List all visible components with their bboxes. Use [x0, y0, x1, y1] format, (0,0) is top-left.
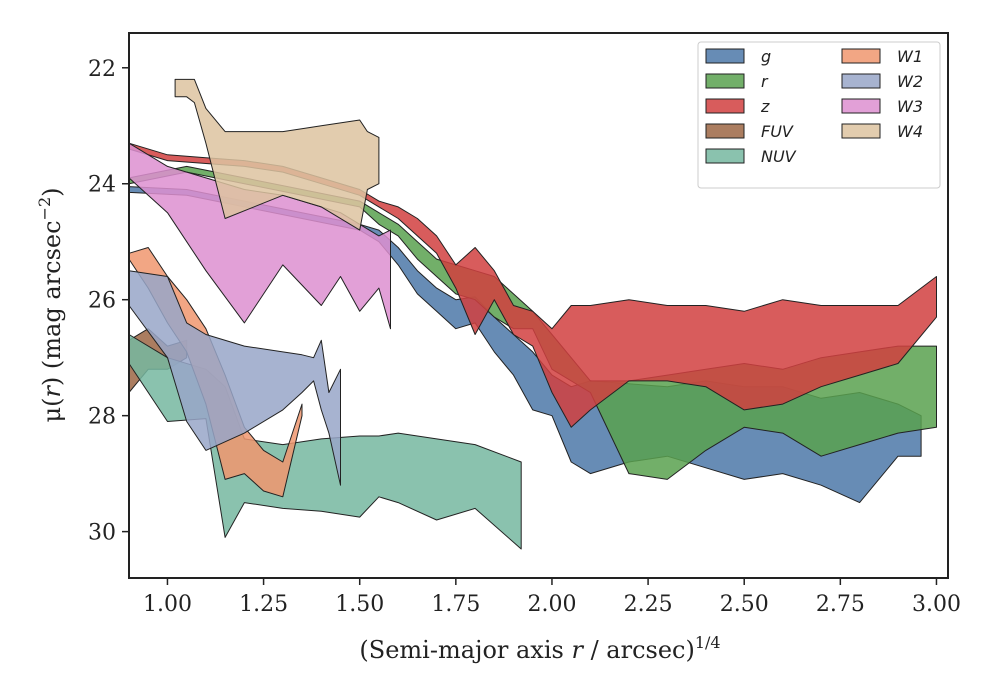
- legend-swatch-fuv: [705, 123, 745, 139]
- legend-label-r: r: [761, 72, 769, 91]
- legend-label-w3: W3: [897, 97, 923, 116]
- band-nuv: [128, 334, 522, 550]
- legend-label-fuv: FUV: [761, 122, 794, 141]
- legend-swatch-w2: [841, 73, 881, 89]
- x-tick-label: 1.50: [335, 592, 384, 617]
- x-tick-label: 2.25: [624, 592, 673, 617]
- band-z: [128, 142, 937, 428]
- x-tick-label: 1.00: [143, 592, 192, 617]
- legend-label-w2: W2: [897, 72, 923, 91]
- y-tick-label: 28: [88, 405, 116, 430]
- band-w2: [128, 270, 341, 486]
- x-axis-label: (Semi-major axis r / arcsec)1/4: [359, 633, 720, 664]
- legend-label-z: z: [760, 97, 770, 116]
- plot-frame: [128, 32, 949, 579]
- legend-swatch-g: [705, 48, 745, 64]
- x-tick-label: 2.50: [720, 592, 769, 617]
- y-tick-label: 30: [88, 521, 116, 546]
- x-tick-label: 1.25: [239, 592, 288, 617]
- x-tick-label: 3.00: [912, 592, 961, 617]
- band-w4: [174, 78, 380, 231]
- y-axis-label: μ(r) (mag arcsec−2): [35, 187, 66, 422]
- legend-swatch-w1: [841, 48, 881, 64]
- legend-swatch-w4: [841, 123, 881, 139]
- legend-swatch-r: [705, 73, 745, 89]
- legend-swatch-nuv: [705, 148, 745, 164]
- legend: grz FUV NUV W1 W2 W3 W4: [697, 41, 941, 189]
- y-tick-label: 22: [88, 57, 116, 82]
- legend-swatch-z: [705, 98, 745, 114]
- legend-label-w4: W4: [897, 122, 923, 141]
- legend-label-nuv: NUV: [761, 147, 797, 166]
- legend-swatch-w3: [841, 98, 881, 114]
- y-tick-label: 26: [88, 289, 116, 314]
- x-tick-label: 1.75: [431, 592, 480, 617]
- legend-label-g: g: [761, 47, 771, 66]
- plot-area: [128, 78, 937, 550]
- x-tick-label: 2.75: [816, 592, 865, 617]
- legend-label-w1: W1: [897, 47, 923, 66]
- x-tick-label: 2.00: [527, 592, 576, 617]
- y-tick-label: 24: [88, 173, 116, 198]
- axes: 1.00 1.25 1.50 1.75 2.00 2.25 2.50 2.75 3.00 22 24…: [88, 57, 961, 617]
